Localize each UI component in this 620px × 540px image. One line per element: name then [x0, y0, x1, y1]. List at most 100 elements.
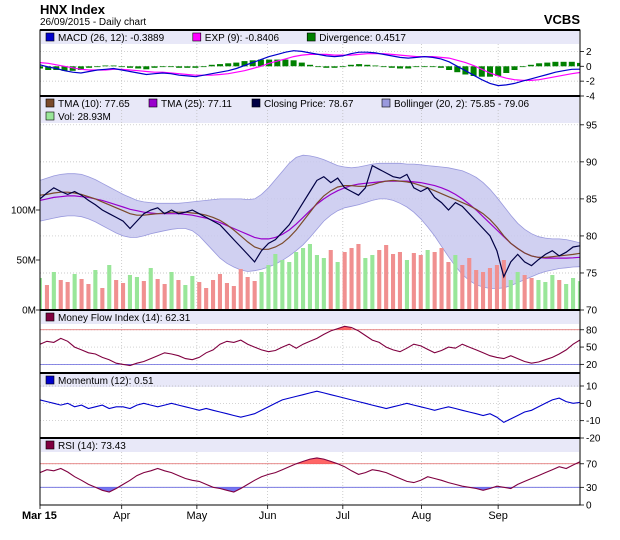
divergence-bar [413, 66, 420, 68]
rsi-legend-label: RSI (14): 73.43 [58, 441, 126, 452]
volume-bar [86, 284, 91, 310]
divergence-bar [127, 66, 133, 68]
x-axis: Mar 15 Apr May Jun Jul Aug Sep [22, 505, 508, 522]
macd-legend-label: EXP (9): -0.8406 [205, 33, 280, 44]
rsi-legend-swatch [45, 440, 55, 450]
divergence-bar [102, 65, 109, 67]
price-legend-swatch [251, 98, 261, 108]
macd-signal-line [40, 53, 580, 81]
volume-bar [127, 275, 132, 310]
volume-bar [453, 255, 458, 310]
volume-bar [287, 262, 292, 310]
mfi-y-tick-label: 20 [586, 360, 598, 371]
momentum-legend-swatch [45, 375, 55, 385]
momentum-y-tick-label: -20 [586, 434, 601, 445]
volume-bar [134, 277, 139, 310]
macd-y-tick-label: -4 [586, 92, 595, 103]
volume-bar [231, 286, 236, 310]
divergence-bar [544, 62, 551, 67]
momentum-y-tick-label: 0 [586, 399, 592, 410]
divergence-bar [519, 66, 526, 68]
volume-bar [577, 281, 580, 310]
mfi-legend-label: Money Flow Index (14): 62.31 [58, 313, 191, 324]
divergence-bar [282, 59, 289, 67]
x-tick-label: Aug [412, 510, 432, 522]
volume-bar [51, 272, 56, 310]
rsi-panel: 70 30 0 RSI (14): 73.43 [39, 437, 598, 512]
rsi-line [40, 457, 580, 493]
volume-bar [411, 253, 416, 310]
macd-legend-label: MACD (26, 12): -0.3889 [58, 33, 165, 44]
volume-bar [543, 282, 548, 310]
mfi-plot-area [40, 325, 580, 367]
bollinger-band [40, 155, 580, 289]
divergence-bar [323, 66, 330, 68]
volume-bar [418, 255, 423, 310]
volume-bar [529, 278, 534, 310]
volume-bar [515, 272, 520, 310]
price-legend-swatch [45, 98, 55, 108]
price-plot-area [40, 154, 580, 310]
volume-bar [494, 265, 499, 310]
divergence-bar [429, 66, 436, 68]
divergence-bar [192, 66, 199, 68]
volume-bar [536, 280, 541, 310]
macd-plot-area [40, 50, 580, 87]
volume-bar [252, 281, 257, 310]
divergence-bar [446, 66, 453, 70]
divergence-bar [307, 64, 313, 67]
volume-bar [245, 277, 250, 310]
divergence-bar [176, 66, 183, 68]
mfi-panel: 80 50 20 Money Flow Index (14): 62.31 [39, 309, 598, 374]
volume-bar [397, 252, 402, 310]
divergence-bar [339, 66, 346, 68]
volume-bar [335, 262, 340, 310]
price-legend-swatch [45, 111, 55, 121]
divergence-bar [560, 61, 567, 67]
volume-bar [107, 265, 112, 310]
divergence-bar [233, 62, 240, 67]
divergence-bar [249, 60, 256, 67]
volume-bar [148, 268, 153, 310]
volume-bar [217, 274, 222, 310]
volume-bar [307, 244, 312, 310]
volume-tick-label: 100M [11, 206, 36, 217]
price-legend-swatch [148, 98, 158, 108]
volume-bar [384, 245, 389, 310]
volume-bar [169, 272, 174, 310]
volume-bar [564, 284, 569, 310]
rsi-plot-area [40, 457, 580, 493]
divergence-bar [421, 66, 428, 68]
rsi-y-tick-label: 70 [586, 459, 598, 470]
chart-subtitle: 26/09/2015 - Daily chart [40, 17, 146, 28]
volume-bar [328, 250, 333, 310]
volume-bar [155, 279, 160, 310]
price-y-tick-label: 85 [586, 194, 598, 205]
bollinger-upper-line [40, 154, 580, 244]
volume-bar [44, 285, 49, 310]
volume-bar [460, 265, 465, 310]
closing-price-line [40, 164, 580, 279]
volume-bar [40, 278, 42, 310]
divergence-bar [495, 66, 502, 76]
x-tick-label: May [186, 510, 207, 522]
x-tick-label: Jul [336, 510, 350, 522]
volume-bar [501, 260, 506, 310]
divergence-bar [388, 66, 395, 68]
divergence-bar [45, 66, 52, 70]
volume-bar [141, 281, 146, 310]
volume-bar [474, 270, 479, 310]
divergence-bar [159, 66, 166, 68]
volume-bar [550, 275, 555, 310]
volume-bar [211, 280, 216, 310]
divergence-bar [315, 66, 322, 68]
volume-bar [571, 278, 576, 310]
divergence-bar [110, 65, 117, 67]
volume-bar [342, 252, 347, 310]
divergence-bar [527, 64, 534, 67]
volume-bar [508, 280, 513, 310]
divergence-bar [86, 66, 93, 68]
volume-bar [280, 260, 285, 310]
volume-bar [79, 279, 84, 310]
